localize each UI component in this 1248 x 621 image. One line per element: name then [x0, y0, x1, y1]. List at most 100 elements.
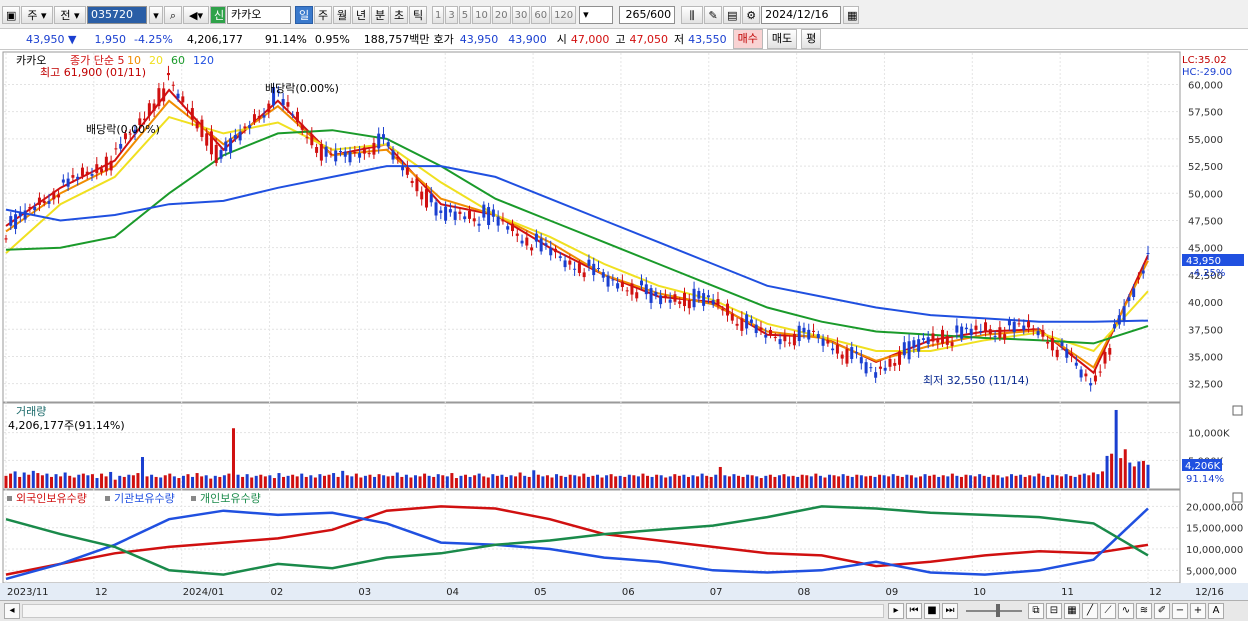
buy-button[interactable]: 매수: [732, 29, 763, 49]
period-tab-4[interactable]: 분: [371, 6, 389, 24]
scroll-right-icon[interactable]: ▸: [888, 603, 904, 619]
candle-body: [243, 126, 247, 129]
candle-body: [539, 238, 543, 252]
layout-icon[interactable]: ▣: [2, 6, 20, 24]
volume-bar: [145, 476, 149, 488]
candle-body: [831, 348, 835, 351]
candle-body: [530, 247, 534, 251]
count-total: /600: [646, 8, 672, 21]
volume-bar: [741, 476, 745, 488]
volume-bar: [800, 474, 804, 488]
candle-body: [711, 300, 715, 305]
interval-button-10[interactable]: 10: [472, 6, 491, 24]
grid-icon[interactable]: ▦: [1064, 603, 1080, 619]
search-icon[interactable]: ⌕: [164, 6, 182, 24]
sound-icon[interactable]: ◀▾: [183, 6, 209, 24]
period-tab-3[interactable]: 년: [352, 6, 370, 24]
high-label: 고: [615, 33, 626, 46]
split-icon[interactable]: ⊟: [1046, 603, 1062, 619]
candle-body: [644, 284, 648, 295]
period-tab-0[interactable]: 일: [295, 6, 313, 24]
wave-tool-icon[interactable]: ∿: [1118, 603, 1134, 619]
mode-label: 주: [27, 9, 38, 22]
volume-pane[interactable]: [2, 402, 1181, 490]
date-xtick-7: 06: [622, 587, 635, 598]
candle-body: [601, 272, 605, 278]
candle-body: [334, 150, 338, 162]
fib-tool-icon[interactable]: ≋: [1136, 603, 1152, 619]
period-tab-6[interactable]: 틱: [409, 6, 427, 24]
eval-button[interactable]: 평: [801, 29, 822, 49]
zoom-slider[interactable]: [966, 604, 1022, 617]
price-pane[interactable]: [2, 51, 1181, 403]
draw-tool-icon[interactable]: ✎: [704, 6, 723, 24]
interval-button-30[interactable]: 30: [511, 6, 531, 24]
volume-bar: [1123, 449, 1127, 488]
interval-button-1[interactable]: 1: [432, 6, 445, 24]
next-page-icon[interactable]: ⏭: [942, 603, 958, 619]
volume-bar: [354, 473, 358, 488]
period-tab-2[interactable]: 월: [333, 6, 351, 24]
stop-icon[interactable]: ■: [924, 603, 940, 619]
volume-bar: [31, 470, 35, 488]
volume-bar: [896, 475, 900, 488]
zoom-handle[interactable]: [996, 604, 1000, 617]
zoom-out-icon[interactable]: −: [1172, 603, 1188, 619]
stock-code-input[interactable]: 035720: [87, 6, 147, 24]
marker-tool-icon[interactable]: ✐: [1154, 603, 1170, 619]
candle-body: [706, 295, 710, 298]
first-page-icon[interactable]: ⏮: [906, 603, 922, 619]
candle-body: [171, 84, 175, 86]
candle-body: [463, 216, 467, 220]
period-tab-5[interactable]: 초: [390, 6, 408, 24]
volume-bar: [54, 474, 58, 488]
interval-button-120[interactable]: 120: [551, 6, 577, 24]
code-dropdown-icon[interactable]: ▾: [149, 6, 163, 24]
prev-select[interactable]: 전 ▾: [54, 6, 86, 24]
trend-tool-icon[interactable]: ⟋: [1100, 603, 1116, 619]
volume-bar: [459, 475, 463, 488]
candle-body: [401, 166, 405, 171]
candle-body: [883, 367, 887, 371]
volume-bar: [650, 476, 654, 488]
stock-name-field[interactable]: 카카오: [227, 6, 291, 24]
copy-icon[interactable]: ⧉: [1028, 603, 1044, 619]
volume-bar: [322, 475, 326, 488]
interval-button-5[interactable]: 5: [458, 6, 472, 24]
volume-bar: [1060, 476, 1064, 488]
sell-button[interactable]: 매도: [766, 29, 798, 49]
volume-bar: [978, 474, 982, 488]
count-field[interactable]: 265/600: [619, 6, 676, 24]
candle-type-icon[interactable]: ⫼: [681, 6, 704, 24]
line-tool-icon[interactable]: ╱: [1082, 603, 1098, 619]
date-field[interactable]: 2024/12/16: [761, 6, 842, 24]
period-tab-1[interactable]: 주: [314, 6, 332, 24]
volume-bar: [545, 475, 549, 488]
calendar-icon[interactable]: ▦: [843, 6, 860, 24]
volume-bar: [887, 476, 891, 488]
holdings-close-icon[interactable]: [1232, 492, 1243, 503]
horizontal-scrollbar[interactable]: [22, 604, 884, 618]
scroll-left-icon[interactable]: ◂: [4, 603, 20, 619]
mode-select[interactable]: 주 ▾: [21, 6, 53, 24]
volume-bar: [495, 475, 499, 488]
candle-body: [391, 150, 395, 160]
interval-button-60[interactable]: 60: [531, 6, 551, 24]
interval-button-20[interactable]: 20: [491, 6, 511, 24]
candle-body: [104, 156, 108, 172]
volume-bar: [386, 476, 390, 488]
zoom-in-icon[interactable]: +: [1190, 603, 1206, 619]
interval-button-3[interactable]: 3: [445, 6, 458, 24]
volume-bar: [109, 471, 113, 488]
save-icon[interactable]: ▤: [723, 6, 742, 24]
text-tool-icon[interactable]: A: [1208, 603, 1224, 619]
interval-select[interactable]: ▾: [579, 6, 614, 24]
chart-area[interactable]: 60,000 57,500 55,000 52,500 50,000 47,500 45,0…: [0, 50, 1248, 600]
volume-bar: [432, 476, 436, 488]
volume-close-icon[interactable]: [1232, 405, 1243, 416]
gear-icon[interactable]: ⚙: [742, 6, 761, 24]
volume-bar: [373, 476, 377, 488]
candle-body: [941, 329, 945, 344]
candle-body: [893, 362, 897, 366]
candle-body: [496, 216, 500, 226]
